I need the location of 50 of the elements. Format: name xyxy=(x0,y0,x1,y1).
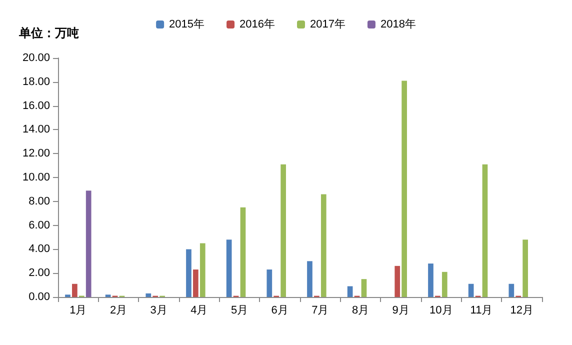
x-tick-label: 1月 xyxy=(70,304,87,316)
bar xyxy=(226,240,232,297)
bar xyxy=(347,286,353,297)
bar xyxy=(482,164,488,297)
bar xyxy=(320,194,326,297)
x-tick-label: 11月 xyxy=(470,304,493,316)
bar xyxy=(442,272,448,297)
bar xyxy=(200,243,206,297)
bar xyxy=(72,284,78,297)
y-tick-label: 2.00 xyxy=(28,267,50,280)
y-tick-label: 0.00 xyxy=(28,291,50,303)
x-tick-label: 9月 xyxy=(392,304,410,316)
bar xyxy=(146,293,152,297)
x-tick-label: 2月 xyxy=(110,304,128,316)
x-tick-label: 6月 xyxy=(271,304,288,316)
bar xyxy=(468,284,474,297)
x-tick-label: 8月 xyxy=(352,304,370,316)
bar xyxy=(522,240,528,297)
bar xyxy=(394,266,400,297)
bar xyxy=(402,80,407,297)
y-tick-label: 4.00 xyxy=(28,243,50,256)
legend-label: 2015年 xyxy=(169,18,205,30)
y-tick-label: 12.00 xyxy=(22,148,50,160)
y-axis-title: 单位：万吨 xyxy=(18,26,79,40)
y-tick-label: 16.00 xyxy=(22,100,50,112)
x-tick-label: 10月 xyxy=(430,304,453,316)
legend-label: 2017年 xyxy=(310,18,346,30)
x-tick-label: 5月 xyxy=(230,304,248,316)
bar xyxy=(266,270,272,297)
legend-label: 2016年 xyxy=(240,18,276,30)
x-tick-label: 7月 xyxy=(312,304,329,316)
bar xyxy=(193,270,198,297)
x-tick-label: 4月 xyxy=(190,304,208,316)
y-tick-label: 20.00 xyxy=(22,52,50,64)
y-tick-label: 10.00 xyxy=(22,172,50,184)
y-tick-label: 18.00 xyxy=(22,76,50,88)
x-tick-label: 12月 xyxy=(510,304,534,316)
bar xyxy=(240,207,246,297)
bar xyxy=(86,190,92,297)
bar xyxy=(307,261,312,297)
y-tick-label: 6.00 xyxy=(28,219,50,232)
y-tick-label: 8.00 xyxy=(28,195,50,208)
bar xyxy=(361,279,367,297)
x-tick-label: 3月 xyxy=(150,304,168,316)
bar xyxy=(508,284,514,297)
legend-label: 2018年 xyxy=(380,18,416,30)
bar xyxy=(280,164,286,297)
bar xyxy=(186,249,192,297)
y-tick-label: 14.00 xyxy=(22,124,50,136)
bar xyxy=(428,264,434,297)
